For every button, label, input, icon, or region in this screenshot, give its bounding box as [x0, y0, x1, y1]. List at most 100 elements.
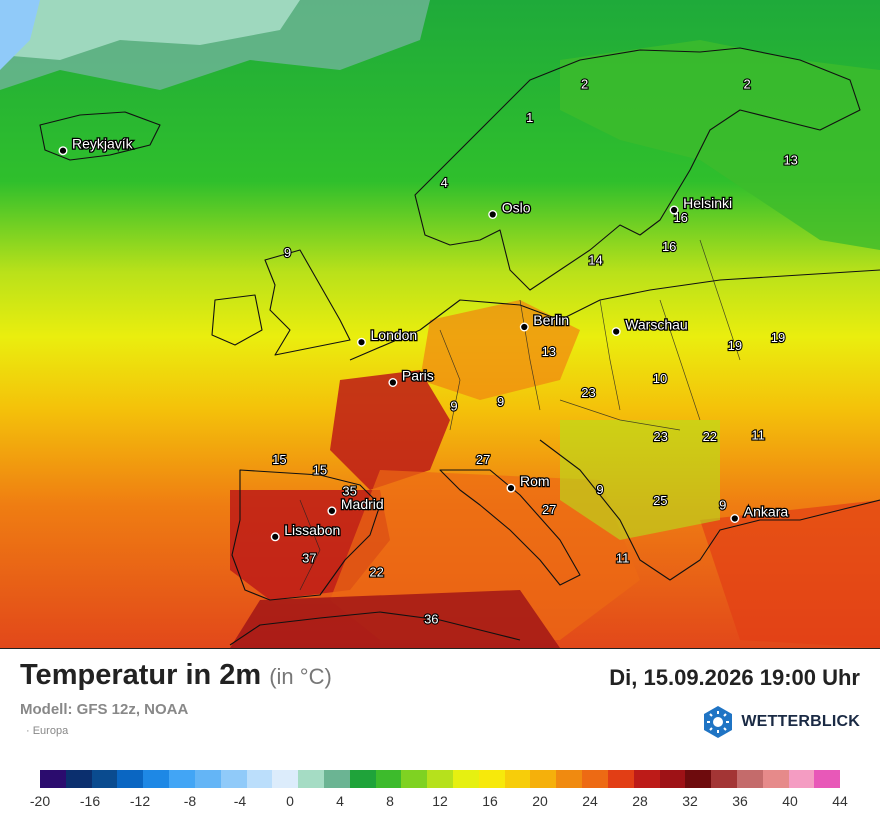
city-name: Oslo: [502, 200, 531, 216]
scale-label: 20: [532, 793, 548, 809]
temp-label: 27: [542, 502, 556, 517]
north-africa-coast: [229, 611, 521, 646]
scandinavia-coast: [414, 47, 861, 291]
temp-label: 27: [476, 452, 490, 467]
city-name: London: [371, 327, 418, 343]
temp-label: 2: [581, 76, 588, 91]
temp-label: 9: [719, 497, 726, 512]
balkans-coast: [539, 439, 880, 581]
scale-label: 44: [832, 793, 848, 809]
city-dot: [270, 532, 280, 542]
scale-label: 28: [632, 793, 648, 809]
forecast-datetime: Di, 15.09.2026 19:00 Uhr: [609, 665, 860, 690]
temp-label: 9: [497, 394, 504, 409]
city-oslo: Oslo: [488, 198, 532, 219]
ice-zone: [0, 0, 40, 70]
temp-label: 11: [751, 428, 765, 443]
temp-label: 23: [581, 385, 595, 400]
city-name: Reykjavík: [72, 136, 134, 152]
city-ankara: Ankara: [730, 502, 790, 524]
temp-label: 22: [703, 429, 717, 444]
scale-swatch: [504, 770, 531, 788]
temp-label: 11: [616, 551, 630, 566]
scale-swatch: [220, 770, 247, 788]
city-markers: Reykjavík Oslo Helsinki London Berlin Warscha…: [58, 134, 790, 542]
city-dot: [58, 146, 68, 156]
scale-swatch: [349, 770, 376, 788]
scale-swatch: [272, 770, 299, 788]
scale-swatch: [453, 770, 479, 788]
scale-swatch: [711, 770, 737, 788]
scale-label: 16: [482, 793, 498, 809]
city-london: London: [357, 326, 419, 347]
temp-label: 23: [653, 429, 667, 444]
sun-cloud-logo-icon: [704, 706, 733, 738]
model-info: Modell: GFS 12z, NOAA: [20, 701, 189, 718]
city-name: Warschau: [625, 317, 688, 333]
scale-label: -8: [183, 793, 197, 809]
africa-hot-zone: [230, 590, 560, 648]
scale-swatch: [659, 770, 686, 788]
city-name: Paris: [402, 368, 434, 384]
scale-swatch: [323, 770, 350, 788]
city-reykjavik: Reykjavík: [58, 134, 135, 156]
borders: [299, 239, 741, 591]
city-name: Lissabon: [284, 522, 340, 538]
city-name: Berlin: [533, 312, 569, 328]
temp-label: 9: [450, 399, 457, 414]
city-helsinki: Helsinki: [669, 194, 733, 215]
scale-swatch: [556, 770, 583, 788]
city-name: Ankara: [744, 504, 789, 520]
scale-swatch: [478, 770, 505, 788]
arctic-cold-zone: [0, 0, 300, 60]
city-dot: [327, 506, 337, 516]
footer: Temperatur in 2m (in °C) Modell: GFS 12z,…: [0, 649, 880, 830]
city-name: Madrid: [341, 496, 384, 512]
scale-swatch: [246, 770, 273, 788]
temp-label: 15: [272, 452, 286, 467]
scale-swatch: [427, 770, 453, 788]
city-dot: [669, 205, 679, 215]
scale-label: 12: [432, 793, 448, 809]
temp-label: 10: [653, 371, 667, 386]
city-dot: [488, 209, 498, 219]
scale-swatch: [633, 770, 660, 788]
balkan-mild-zone: [560, 420, 720, 540]
temp-label: 16: [662, 239, 676, 254]
france-hot-zone: [330, 370, 450, 490]
city-name: Helsinki: [683, 195, 732, 211]
europe-coast: [349, 269, 880, 361]
iceland-coast: [39, 111, 161, 161]
scale-label: 8: [386, 793, 394, 809]
city-warschau: Warschau: [611, 315, 689, 337]
temp-label: 37: [302, 551, 316, 566]
city-lissabon: Lissabon: [270, 520, 342, 542]
scale-swatch: [194, 770, 221, 788]
city-rom: Rom: [506, 472, 551, 493]
city-dot: [357, 337, 367, 347]
scale-swatch: [375, 770, 402, 788]
scale-swatch: [143, 770, 170, 788]
temp-label: 4: [441, 175, 448, 190]
scale-label: -20: [29, 793, 51, 809]
temp-label: 36: [424, 611, 438, 626]
scale-swatch: [530, 770, 557, 788]
scale-swatch: [814, 770, 841, 788]
scale-label: 0: [286, 793, 294, 809]
scale-label: -16: [79, 793, 101, 809]
temp-label: 15: [313, 462, 327, 477]
temp-label: 1: [526, 110, 533, 125]
scale-swatch: [607, 770, 634, 788]
scale-swatch: [65, 770, 92, 788]
scale-swatch: [91, 770, 118, 788]
temp-label: 19: [728, 338, 742, 353]
temp-label: 14: [588, 253, 602, 268]
temp-label: 35: [342, 484, 356, 499]
britain-coast: [264, 249, 351, 356]
scale-swatch: [736, 770, 763, 788]
city-berlin: Berlin: [519, 311, 570, 332]
scale-label: 40: [782, 793, 798, 809]
city-dot: [519, 322, 529, 332]
